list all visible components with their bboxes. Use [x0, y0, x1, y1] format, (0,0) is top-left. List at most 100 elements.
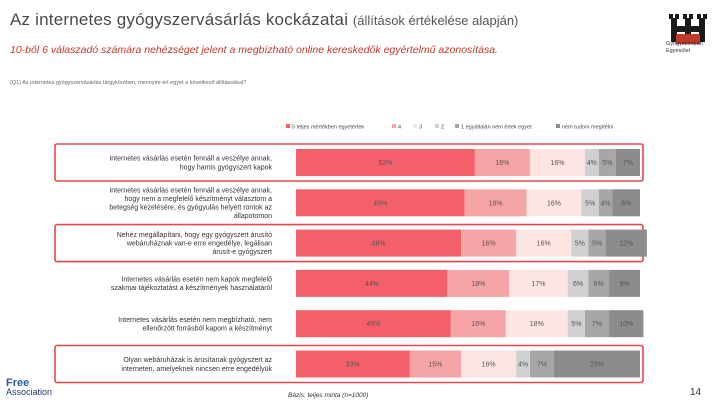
page-number: 14: [690, 387, 702, 398]
data-label: 9%: [619, 281, 629, 288]
bar-segment: [461, 350, 517, 378]
data-label: 49%: [373, 200, 387, 207]
bar-segment: [588, 269, 610, 297]
bar-segment: [598, 189, 613, 217]
data-label: 16%: [550, 160, 564, 167]
bar-segment: [567, 310, 585, 338]
bar-segment: [461, 229, 517, 257]
category-label: árusít-e gyógyszert: [212, 249, 272, 256]
bar-segment: [571, 229, 589, 257]
category-label: hogy nem a megfelelő készítményt választ…: [125, 196, 273, 203]
bar-segment: [447, 269, 510, 297]
castle-logo-icon: [669, 14, 707, 44]
row-highlight-frame: [54, 143, 644, 182]
bar-segment: [450, 310, 506, 338]
question-text: (Q1) Az internetes gyógyszervásárlás tár…: [10, 80, 247, 86]
bar-segment: [296, 310, 451, 338]
data-label: 16%: [495, 160, 509, 167]
footer-logo-line1: Free: [6, 377, 30, 389]
legend-swatch: [455, 124, 459, 128]
bar-segment: [509, 269, 568, 297]
basis-note: Bázis: teljes minta (n=1000): [288, 392, 369, 399]
data-label: 16%: [537, 241, 551, 248]
legend-label: 5 teljes mértékben egyetértek: [292, 125, 364, 131]
title-sub: (állítások értékelése alapján): [352, 13, 519, 28]
bar-segment: [609, 310, 644, 338]
data-label: 18%: [530, 321, 544, 328]
category-label: webáruháznak van-e erre engedélye, legál…: [126, 241, 272, 248]
category-label: állapotomon: [234, 213, 272, 220]
data-label: 18%: [471, 281, 485, 288]
data-label: 17%: [532, 281, 546, 288]
bar-segment: [296, 229, 462, 257]
category-label: Internetes vásárlás esetén fennáll a ves…: [109, 187, 272, 194]
footer-logo-line2: Association: [6, 387, 53, 397]
data-label: 4%: [601, 200, 611, 207]
bar-segment: [296, 189, 465, 217]
data-label: 16%: [547, 200, 561, 207]
data-label: 5%: [571, 321, 581, 328]
data-label: 4%: [518, 362, 528, 369]
bar-segment: [464, 189, 527, 217]
category-label: Internetes vásárlás esetén nem kapok meg…: [121, 277, 272, 284]
category-label: betegség kezelésére, és gyógyulás helyet…: [109, 205, 272, 212]
bar-segment: [584, 149, 599, 176]
bar-segment: [474, 149, 530, 176]
data-label: 25%: [590, 362, 604, 369]
category-label: Olyan webáruházak is árusítanak gyógysze…: [123, 357, 272, 364]
data-label: 5%: [575, 241, 585, 248]
bar-segment: [529, 350, 554, 378]
data-label: 5%: [602, 160, 612, 167]
legend-label: 2: [441, 125, 444, 131]
data-label: 18%: [489, 200, 503, 207]
legend-swatch: [556, 124, 560, 128]
bar-segment: [615, 149, 640, 176]
bar-segment: [296, 350, 410, 378]
legend-label: nem tudom megítélni: [562, 125, 613, 131]
data-label: 52%: [378, 160, 392, 167]
data-label: 4%: [587, 160, 597, 167]
data-label: 6%: [573, 281, 583, 288]
data-label: 8%: [621, 200, 631, 207]
bar-segment: [526, 189, 582, 217]
logo-text-line2: Egyesület: [666, 47, 691, 54]
bar-segment: [581, 189, 599, 217]
data-label: 45%: [366, 321, 380, 328]
data-label: 7%: [537, 362, 547, 369]
category-label: Internetes vásárlás esetén fennáll a ves…: [109, 156, 272, 163]
bar-segment: [516, 229, 572, 257]
legend-swatch: [413, 124, 417, 128]
bar-segment: [612, 189, 640, 217]
category-label: ellenőrzött forrásból kapom a készítmény…: [142, 326, 272, 333]
bar-segment: [529, 149, 585, 176]
bar-segment: [409, 350, 462, 378]
row-highlight-frame: [54, 344, 644, 384]
logo-text: Gyógyszeripari Egyesület: [666, 41, 718, 54]
footer-logo: Free Association: [6, 377, 53, 397]
logo-text-line1: Gyógyszeripari: [666, 41, 703, 47]
bar-segment: [505, 310, 568, 338]
legend-swatch: [286, 124, 290, 128]
legend-label: 4: [398, 125, 401, 131]
bar-segment: [598, 149, 616, 176]
legend-swatch: [435, 124, 439, 128]
category-label: interneten, amelyeknek nincsen erre enge…: [121, 366, 272, 373]
bar-segment: [554, 350, 640, 378]
data-label: 7%: [623, 160, 633, 167]
bar-segment: [296, 149, 475, 176]
category-label: hogy hamis gyógyszert kapok: [180, 164, 273, 171]
category-label: szakmai tájékoztatást a készítmények has…: [111, 285, 273, 292]
category-label: Internetes vásárlás esetén nem megbízhat…: [118, 317, 272, 324]
bar-segment: [516, 350, 530, 378]
data-label: 16%: [471, 321, 485, 328]
data-label: 5%: [585, 200, 595, 207]
legend-label: 1 egyáltalán nem értek egyet: [461, 125, 532, 131]
bar-segment: [296, 269, 448, 297]
bar-segment: [584, 310, 610, 338]
data-label: 15%: [428, 362, 442, 369]
page-title: Az internetes gyógyszervásárlás kockázat…: [10, 10, 518, 30]
legend-label: 3: [419, 125, 422, 131]
data-label: 7%: [592, 321, 602, 328]
data-label: 16%: [482, 362, 496, 369]
